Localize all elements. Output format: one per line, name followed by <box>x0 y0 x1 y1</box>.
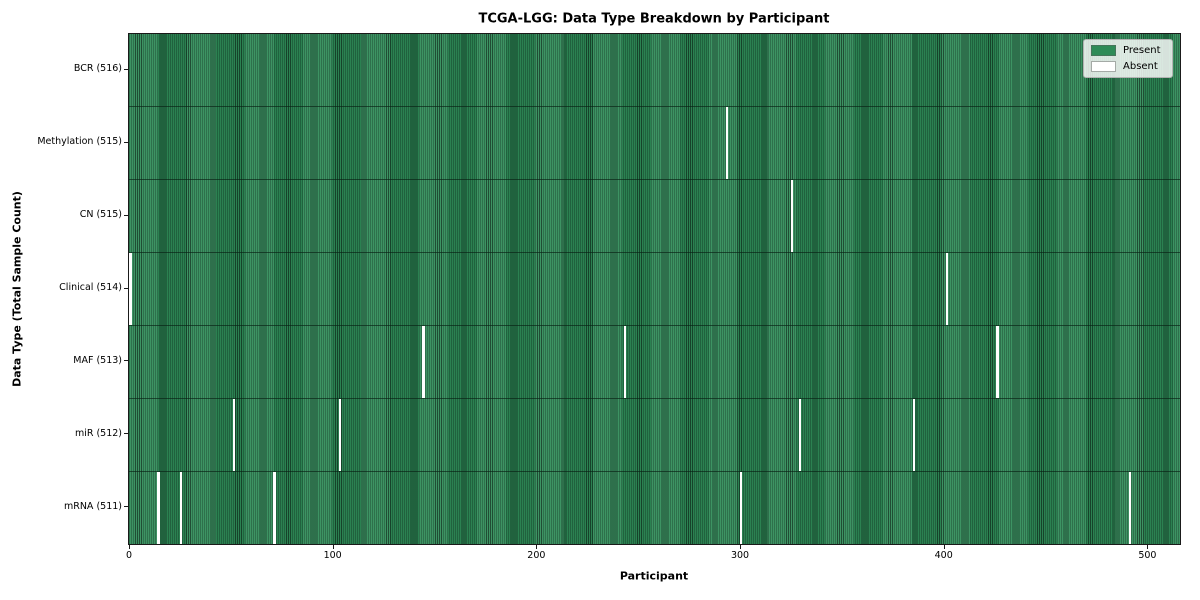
absent-gap <box>338 399 342 471</box>
x-tick-label: 200 <box>527 550 546 561</box>
legend-item-absent: Absent <box>1091 61 1163 72</box>
absent-gap <box>129 253 132 325</box>
x-tick-label: 100 <box>323 550 342 561</box>
chart-title: TCGA-LGG: Data Type Breakdown by Partici… <box>478 11 830 27</box>
absent-gap <box>623 326 627 398</box>
y-tick-label: miR (512) <box>74 427 122 439</box>
y-tick-mark <box>124 68 128 70</box>
x-tick-mark <box>943 545 945 549</box>
x-tick-mark <box>740 545 742 549</box>
absent-gap <box>1128 472 1132 544</box>
absent-gap <box>798 399 802 471</box>
y-tick-mark <box>124 287 128 289</box>
y-tick-mark <box>124 506 128 508</box>
x-tick-label: 0 <box>125 550 133 561</box>
y-tick-label: CN (515) <box>79 209 122 221</box>
x-tick-label: 400 <box>934 550 953 561</box>
y-tick-mark <box>124 433 128 435</box>
y-tick-label: mRNA (511) <box>63 500 122 512</box>
absent-gap <box>232 399 236 471</box>
x-tick-mark <box>129 545 130 549</box>
legend: Present Absent <box>1083 39 1173 78</box>
x-tick-mark <box>1147 545 1149 549</box>
x-tick-label: 300 <box>730 550 750 561</box>
y-tick-label: Clinical (514) <box>59 282 122 293</box>
y-tick-label: Methylation (515) <box>37 136 122 148</box>
x-tick-mark <box>332 545 334 549</box>
absent-gap <box>996 326 999 398</box>
heatmap-row-miR <box>129 399 1180 472</box>
y-tick-mark <box>124 214 128 216</box>
absent-gap <box>945 253 948 325</box>
absent-gap <box>739 472 743 544</box>
x-axis-label: Participant <box>619 569 689 583</box>
absent-gap <box>157 472 160 544</box>
legend-item-present: Present <box>1091 45 1163 56</box>
heatmap-row-Clinical <box>129 253 1180 326</box>
absent-gap <box>912 399 916 471</box>
absent-gap <box>422 326 425 398</box>
y-tick-label: BCR (516) <box>73 63 122 75</box>
legend-label-present: Present <box>1123 45 1161 56</box>
heatmap-row-MAF <box>129 326 1180 399</box>
legend-label-absent: Absent <box>1123 61 1158 72</box>
absent-gap <box>273 472 276 544</box>
plot-area <box>128 33 1181 545</box>
y-tick-label: MAF (513) <box>73 354 122 366</box>
x-tick-label: 500 <box>1138 550 1157 561</box>
heatmap-row-CN <box>129 180 1180 253</box>
present-swatch-icon <box>1091 45 1116 56</box>
absent-swatch-icon <box>1091 61 1116 72</box>
absent-gap <box>725 107 729 179</box>
absent-gap <box>790 180 794 252</box>
heatmap-row-Methylation <box>129 107 1180 180</box>
heatmap-row-BCR <box>129 34 1180 107</box>
y-tick-mark <box>124 360 128 362</box>
x-tick-mark <box>536 545 538 549</box>
y-tick-mark <box>124 141 128 143</box>
heatmap-row-mRNA <box>129 472 1180 544</box>
absent-gap <box>179 472 183 544</box>
